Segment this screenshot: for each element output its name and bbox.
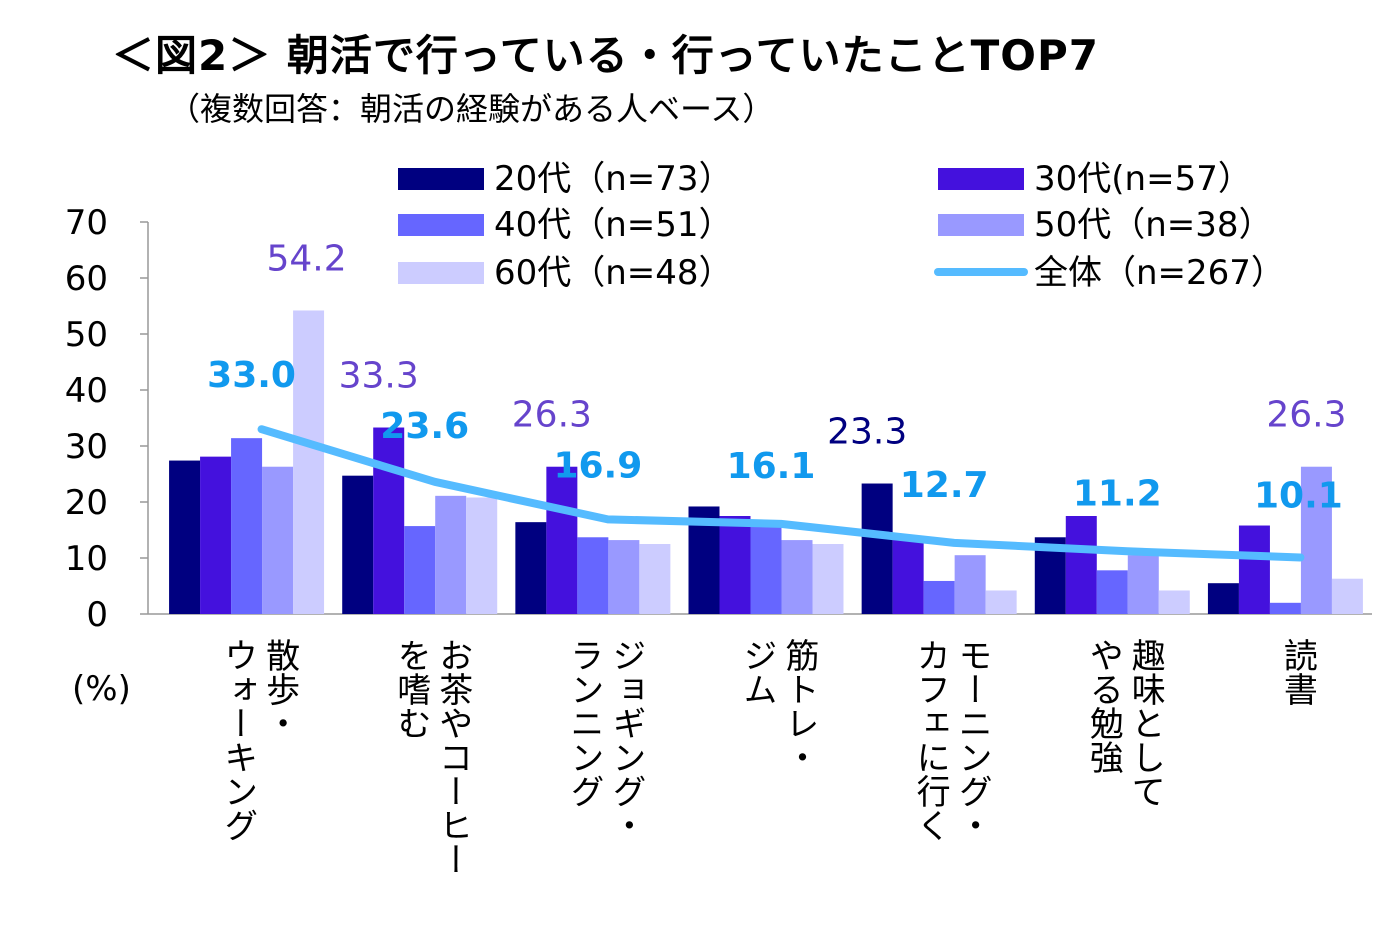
- bar: [1158, 590, 1190, 614]
- category-label: ジム: [737, 638, 777, 706]
- category-label: を嗜む: [391, 638, 431, 740]
- y-tick-label: 0: [86, 595, 108, 635]
- chart-title: ＜図2＞ 朝活で行っている・行っていたことTOP7: [112, 31, 1100, 80]
- bar-data-label: 26.3: [512, 395, 592, 436]
- total-data-label: 11.2: [1073, 473, 1162, 514]
- category-label: カフェに行く: [910, 638, 950, 842]
- bar: [515, 522, 547, 614]
- total-data-label: 16.1: [727, 446, 816, 487]
- bar-data-label: 26.3: [1266, 395, 1346, 436]
- bar: [546, 466, 578, 614]
- bar: [719, 516, 751, 614]
- total-series-line: [257, 425, 1305, 562]
- total-data-label: 16.9: [553, 445, 642, 486]
- y-tick-label: 60: [65, 259, 108, 299]
- legend-swatch: [398, 168, 484, 190]
- category-label: ジョギング・: [606, 638, 646, 842]
- bar: [169, 460, 201, 614]
- bar: [231, 438, 263, 614]
- category-label: ランニング: [564, 638, 604, 808]
- bar: [466, 497, 498, 614]
- bar: [404, 526, 436, 614]
- total-data-label: 23.6: [380, 406, 469, 447]
- total-data-label: 10.1: [1254, 475, 1343, 516]
- category-label: ウォーキング: [218, 638, 258, 842]
- legend-label: 40代（n=51）: [494, 205, 733, 245]
- bar: [892, 535, 924, 614]
- y-tick-label: 50: [65, 315, 108, 355]
- bar: [812, 544, 844, 614]
- bar: [1127, 555, 1159, 614]
- category-label: お茶やコーヒー: [433, 638, 473, 876]
- category-label: 筋トレ・: [779, 638, 819, 774]
- bar: [342, 475, 374, 614]
- bars: [169, 310, 1363, 614]
- y-axis-unit: (%): [72, 669, 131, 709]
- legend-label: 60代（n=48）: [494, 253, 733, 293]
- bar: [1065, 516, 1097, 614]
- bar: [923, 580, 955, 614]
- bar-data-label: 23.3: [827, 412, 907, 453]
- legend-label: 20代（n=73）: [494, 159, 733, 199]
- bar: [293, 310, 325, 614]
- y-tick-label: 40: [65, 371, 108, 411]
- bar: [262, 466, 294, 614]
- bar: [200, 456, 232, 614]
- legend-label: 30代(n=57）: [1034, 159, 1252, 199]
- category-label: 読書: [1277, 638, 1317, 706]
- chart-subtitle: （複数回答：朝活の経験がある人ベース）: [168, 90, 775, 128]
- bar: [985, 590, 1017, 614]
- bar: [954, 555, 986, 614]
- y-tick-label: 20: [65, 483, 108, 523]
- bar: [750, 526, 782, 614]
- bar: [373, 427, 405, 614]
- data-labels: 33.0 23.6 16.9 16.1 12.7 11.2 10.1 54.2 33.3 26.3…: [207, 238, 1346, 516]
- legend: 20代（n=73） 30代(n=57） 40代（n=51） 50代（n=38） 60代（…: [398, 159, 1285, 293]
- bar: [1096, 570, 1128, 614]
- legend-swatch: [398, 262, 484, 284]
- bar-data-label: 33.3: [339, 356, 419, 397]
- bar: [577, 537, 609, 614]
- bar: [1269, 602, 1301, 614]
- bar: [861, 483, 893, 614]
- bar: [639, 544, 671, 614]
- category-label: 散歩・: [260, 638, 300, 740]
- legend-swatch: [938, 214, 1024, 236]
- bar: [1331, 578, 1363, 614]
- bar: [1207, 583, 1239, 614]
- bar: [1238, 525, 1270, 614]
- total-line-layer: [257, 425, 1305, 562]
- legend-swatch: [938, 168, 1024, 190]
- category-label: やる勉強: [1083, 638, 1123, 774]
- y-tick-label: 30: [65, 427, 108, 467]
- category-label: モーニング・: [952, 638, 992, 842]
- y-tick-label: 10: [65, 539, 108, 579]
- category-label: 趣味として: [1125, 638, 1165, 808]
- total-data-label: 12.7: [900, 465, 989, 506]
- bar: [435, 495, 467, 614]
- bar-data-label: 54.2: [266, 238, 346, 279]
- legend-label: 50代（n=38）: [1034, 205, 1273, 245]
- bar: [1300, 466, 1332, 614]
- total-data-label: 33.0: [207, 355, 296, 396]
- bar: [608, 540, 640, 614]
- axes: 0 10 20 30 40 50 60 70 (%): [65, 203, 1372, 709]
- legend-label: 全体（n=267）: [1034, 253, 1285, 293]
- y-tick-label: 70: [65, 203, 108, 243]
- bar: [781, 540, 813, 614]
- legend-swatch: [398, 214, 484, 236]
